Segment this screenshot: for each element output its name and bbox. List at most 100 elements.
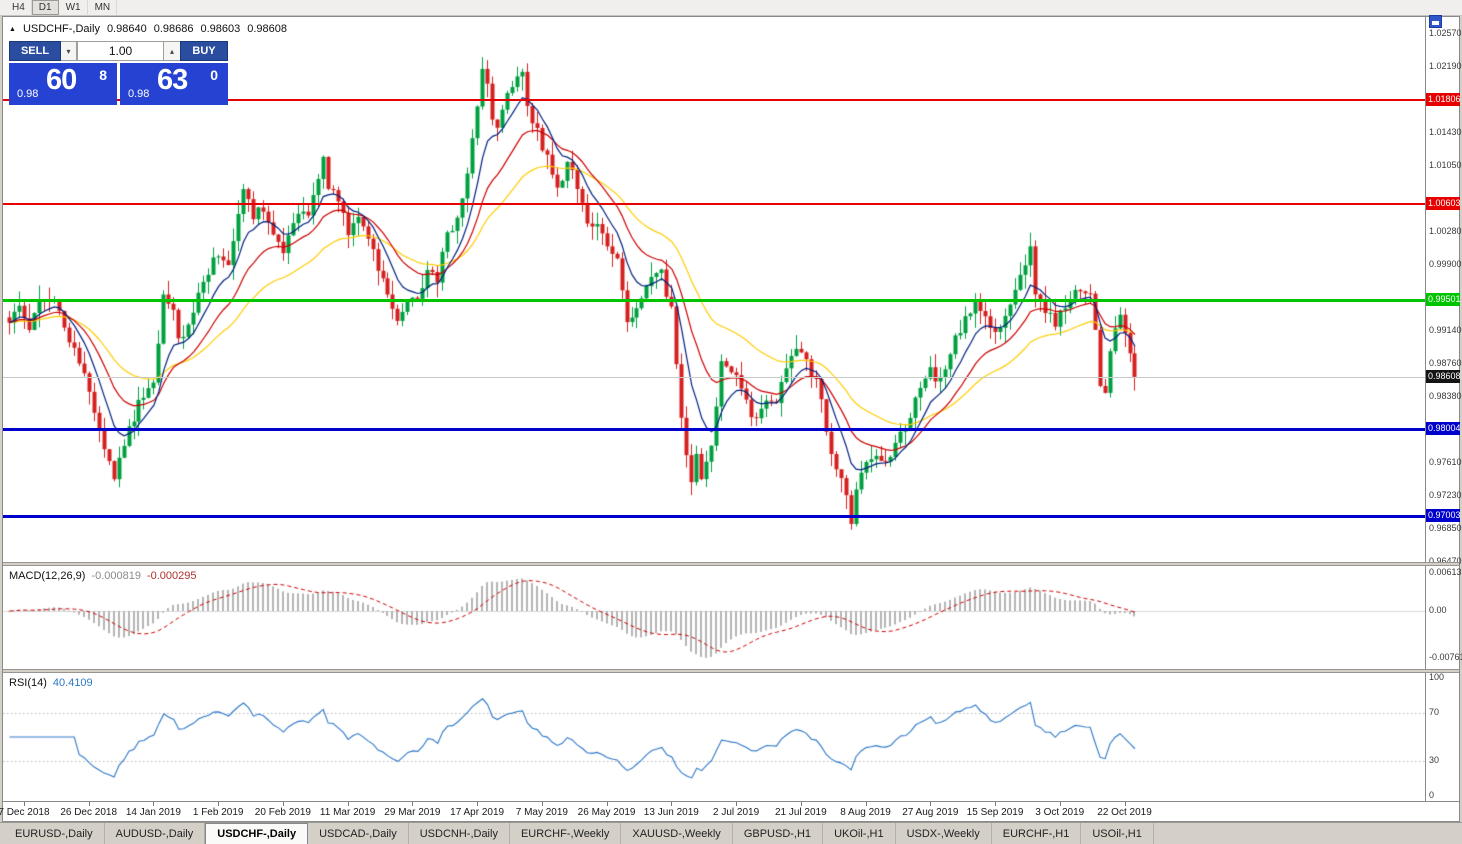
symbol-tab-usdx-weekly[interactable]: USDX-,Weekly <box>896 823 992 844</box>
timeframe-toolbar: H4 D1 W1 MN <box>0 0 1462 16</box>
chart-window-icon[interactable] <box>1429 15 1442 28</box>
candlestick-chart-canvas[interactable] <box>3 17 1425 562</box>
sell-price-display[interactable]: 0.98 60 8 <box>9 63 117 105</box>
rsi-indicator-panel: RSI(14) 40.4109 <box>3 673 1425 801</box>
time-axis-label: 3 Oct 2019 <box>1035 807 1085 818</box>
symbol-tab-ukoil-h1[interactable]: UKOil-,H1 <box>823 823 896 844</box>
buy-price-pips: 63 <box>157 64 188 96</box>
time-axis-label: 21 Jul 2019 <box>774 807 827 818</box>
trade-controls-row: SELL ▾ 1.00 ▴ BUY <box>9 41 228 61</box>
price-tick-label: 0.99140 <box>1429 325 1462 335</box>
sell-price-base: 0.98 <box>17 88 39 100</box>
sell-price-point: 8 <box>99 67 107 83</box>
chart-window-icon-glyph <box>1432 21 1439 25</box>
open-value: 0.98640 <box>106 23 147 35</box>
time-axis-tick <box>218 802 219 806</box>
macd-main-value: -0.000819 <box>91 570 141 582</box>
symbol-tab-usdchf-daily[interactable]: USDCHF-,Daily <box>205 823 309 844</box>
symbol-tab-usdcnh-daily[interactable]: USDCNH-,Daily <box>409 823 510 844</box>
time-axis-tick <box>995 802 996 806</box>
symbol-tab-eurchf-weekly[interactable]: EURCHF-,Weekly <box>510 823 622 844</box>
level-price-label: 0.97003 <box>1426 509 1461 522</box>
symbol-tab-usdcad-daily[interactable]: USDCAD-,Daily <box>308 823 409 844</box>
chart-area: ▲ USDCHF-,Daily 0.98640 0.98686 0.98 60 3 … <box>0 16 1462 822</box>
price-tick-label: 0.99900 <box>1429 259 1462 269</box>
time-axis-label: 17 Apr 2019 <box>450 807 505 818</box>
rsi-axis-label: 30 <box>1429 755 1440 765</box>
macd-signal-value: -0.000295 <box>146 570 197 582</box>
symbol-tab-eurusd-daily[interactable]: EURUSD-,Daily <box>4 823 105 844</box>
ohlc-header: ▲ USDCHF-,Daily 0.98640 0.98686 0.98603 … <box>9 23 287 35</box>
symbol-direction-icon: ▲ <box>9 25 16 33</box>
level-price-label: 1.00603 <box>1426 197 1461 210</box>
time-axis-label: 20 Feb 2019 <box>254 807 311 818</box>
time-axis-tick <box>1060 802 1061 806</box>
time-axis-label: 27 Aug 2019 <box>902 807 959 818</box>
sell-button[interactable]: SELL <box>9 41 61 61</box>
symbol-tab-eurchf-h1[interactable]: EURCHF-,H1 <box>992 823 1082 844</box>
time-axis-label: 26 Dec 2018 <box>60 807 118 818</box>
rsi-axis-label: 100 <box>1429 672 1445 682</box>
one-click-trading-panel: SELL ▾ 1.00 ▴ BUY 0.98 60 8 0.98 63 0 <box>9 41 228 105</box>
rsi-title: RSI(14) <box>9 677 47 689</box>
low-value: 0.98603 <box>200 23 241 35</box>
time-axis-label: 29 Mar 2019 <box>384 807 441 818</box>
macd-axis-label: -0.007612 <box>1429 652 1462 662</box>
price-tick-label: 0.97610 <box>1429 457 1462 467</box>
trade-quotes-row: 0.98 60 8 0.98 63 0 <box>9 63 228 105</box>
symbol-tab-usoil-h1[interactable]: USOil-,H1 <box>1081 823 1154 844</box>
buy-button[interactable]: BUY <box>180 41 228 61</box>
macd-title: MACD(12,26,9) <box>9 570 86 582</box>
time-axis-label: 7 May 2019 <box>515 807 568 818</box>
time-axis-label: 15 Sep 2019 <box>966 807 1024 818</box>
time-axis-label: 8 Aug 2019 <box>840 807 891 818</box>
high-value: 0.98686 <box>153 23 194 35</box>
symbol-tab-audusd-daily[interactable]: AUDUSD-,Daily <box>105 823 206 844</box>
volume-decrease-button[interactable]: ▾ <box>61 41 77 61</box>
time-axis-label: 14 Jan 2019 <box>125 807 181 818</box>
price-tick-label: 1.01050 <box>1429 160 1462 170</box>
buy-price-display[interactable]: 0.98 63 0 <box>120 63 228 105</box>
buy-price-point: 0 <box>210 67 218 83</box>
time-axis-tick <box>866 802 867 806</box>
price-scale[interactable]: 1.01806 1.00603 0.99501 0.98004 0.97003 0.986… <box>1425 17 1462 801</box>
macd-canvas[interactable] <box>3 566 1425 669</box>
time-axis-tick <box>89 802 90 806</box>
price-tick-label: 1.00280 <box>1429 226 1462 236</box>
macd-indicator-panel: MACD(12,26,9) -0.000819 -0.000295 <box>3 566 1425 669</box>
timeframe-button-d1[interactable]: D1 <box>31 0 59 15</box>
symbol-tab-gbpusd-h1[interactable]: GBPUSD-,H1 <box>733 823 824 844</box>
time-axis-label: 26 May 2019 <box>577 807 636 818</box>
price-tick-label: 0.97230 <box>1429 490 1462 500</box>
timeframe-button-mn[interactable]: MN <box>88 0 118 15</box>
rsi-canvas[interactable] <box>3 673 1425 801</box>
panel-splitter[interactable] <box>3 562 1459 566</box>
rsi-axis-label: 70 <box>1429 707 1440 717</box>
rsi-axis-label: 0 <box>1429 790 1435 800</box>
timeframe-button-h4[interactable]: H4 <box>5 0 32 15</box>
time-axis-tick <box>1125 802 1126 806</box>
symbol-tab-xauusd-weekly[interactable]: XAUUSD-,Weekly <box>621 823 733 844</box>
rsi-label: RSI(14) 40.4109 <box>9 677 93 689</box>
current-price-label: 0.98608 <box>1426 370 1461 383</box>
main-chart-panel: ▲ USDCHF-,Daily 0.98640 0.98686 0.98603 … <box>3 17 1425 562</box>
time-axis[interactable]: 7 Dec 2018 26 Dec 2018 14 Jan 2019 1 Feb 20… <box>0 801 1459 821</box>
price-tick-label: 1.02190 <box>1429 61 1462 71</box>
time-axis-tick <box>671 802 672 806</box>
time-axis-tick <box>542 802 543 806</box>
time-axis-label: 11 Mar 2019 <box>319 807 376 818</box>
rsi-value: 40.4109 <box>52 677 93 689</box>
volume-input[interactable]: 1.00 <box>77 41 164 61</box>
time-axis-tick <box>153 802 154 806</box>
level-price-label: 0.99501 <box>1426 293 1461 306</box>
volume-increase-button[interactable]: ▴ <box>164 41 180 61</box>
price-tick-label: 1.01430 <box>1429 127 1462 137</box>
symbol-title: USDCHF-,Daily <box>22 23 100 35</box>
panel-splitter[interactable] <box>3 669 1459 673</box>
chart-tabs-bar: EURUSD-,Daily AUDUSD-,Daily USDCHF-,Daily U… <box>0 822 1462 844</box>
timeframe-button-w1[interactable]: W1 <box>59 0 88 15</box>
time-axis-tick <box>348 802 349 806</box>
time-axis-tick <box>801 802 802 806</box>
price-tick-label: 0.98380 <box>1429 391 1462 401</box>
time-axis-tick <box>24 802 25 806</box>
